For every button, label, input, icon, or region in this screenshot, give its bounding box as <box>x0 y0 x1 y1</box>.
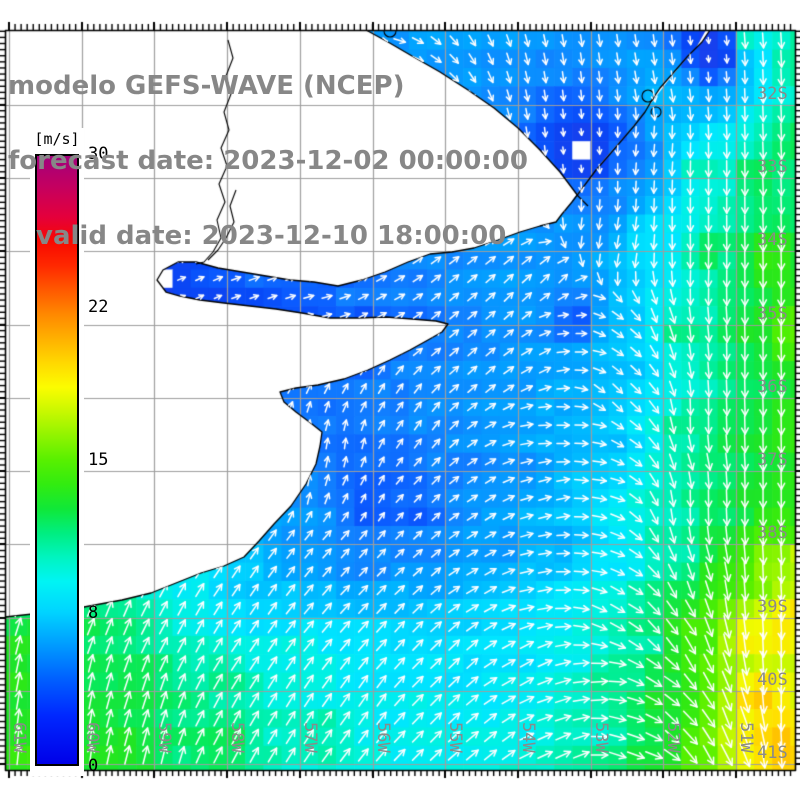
lon-label: 55W <box>445 722 465 753</box>
lon-label: 52W <box>663 722 683 753</box>
lat-label: 34S <box>757 230 788 250</box>
lat-label: 40S <box>757 670 788 690</box>
lat-label: 41S <box>757 743 788 763</box>
title-block: modelo GEFS-WAVE (NCEP) forecast date: 2… <box>8 24 528 299</box>
lon-label: 59W <box>154 722 174 753</box>
lat-label: 32S <box>757 84 788 104</box>
colorbar-tick-label: 15 <box>88 450 109 470</box>
colorbar-tick-label: 0 <box>88 756 99 776</box>
forecast-date-label: forecast date: 2023-12-02 00:00:00 <box>8 146 528 176</box>
lon-label: 53W <box>591 722 611 753</box>
colorbar-tick-label: 22 <box>88 297 109 317</box>
lat-label: 33S <box>757 157 788 177</box>
lat-label: 37S <box>757 450 788 470</box>
lat-label: 39S <box>757 597 788 617</box>
lon-label: 56W <box>373 722 393 753</box>
colorbar: [m/s] <box>30 128 84 776</box>
colorbar-gradient <box>35 154 79 766</box>
lon-label: 54W <box>518 722 538 753</box>
valid-date-label: valid date: 2023-12-10 18:00:00 <box>36 221 507 251</box>
lon-label: 51W <box>736 722 756 753</box>
lon-label: 57W <box>300 722 320 753</box>
model-title: modelo GEFS-WAVE (NCEP) <box>8 71 405 101</box>
lat-label: 36S <box>757 377 788 397</box>
lon-label: 58W <box>227 722 247 753</box>
colorbar-tick-label: 30 <box>88 144 109 164</box>
lat-label: 38S <box>757 523 788 543</box>
colorbar-tick-label: 8 <box>88 603 99 623</box>
lat-label: 35S <box>757 304 788 324</box>
lon-label: 61W <box>9 722 29 753</box>
lon-label: 60W <box>82 722 102 753</box>
colorbar-unit-label: [m/s] <box>34 130 80 148</box>
